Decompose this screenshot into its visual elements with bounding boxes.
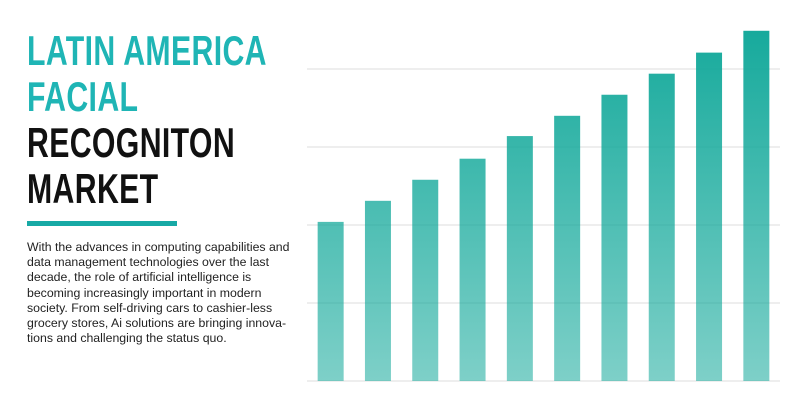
divider: [27, 221, 177, 226]
paragraph-line: With the advances in computing capabilit…: [27, 240, 290, 254]
bar: [317, 221, 344, 381]
title-line: RECOGNITON: [27, 119, 236, 166]
paragraph: With the advances in computing capabilit…: [27, 240, 290, 346]
paragraph-line: decade, the role of artificial intellige…: [27, 270, 252, 285]
bar: [412, 179, 439, 381]
bar: [601, 94, 628, 382]
bar: [696, 52, 723, 382]
bar: [364, 200, 391, 381]
bar: [459, 158, 486, 381]
title-line: MARKET: [27, 165, 159, 212]
bar: [648, 73, 675, 382]
paragraph-line: tions and challenging the status quo.: [27, 331, 227, 346]
title-line: FACIAL: [27, 73, 139, 120]
bar: [554, 115, 581, 382]
title: LATIN AMERICA FACIAL RECOGNITON MARKET: [27, 28, 360, 212]
bar: [743, 30, 770, 382]
bar: [506, 136, 533, 381]
paragraph-line: becoming increasingly important in moder…: [27, 285, 262, 300]
paragraph-line: grocery stores, Ai solutions are bringin…: [27, 316, 287, 331]
title-line: LATIN AMERICA: [27, 27, 267, 74]
paragraph-line: data management technologies over the la…: [27, 255, 269, 270]
paragraph-line: society. From self-driving cars to cashi…: [27, 300, 273, 315]
